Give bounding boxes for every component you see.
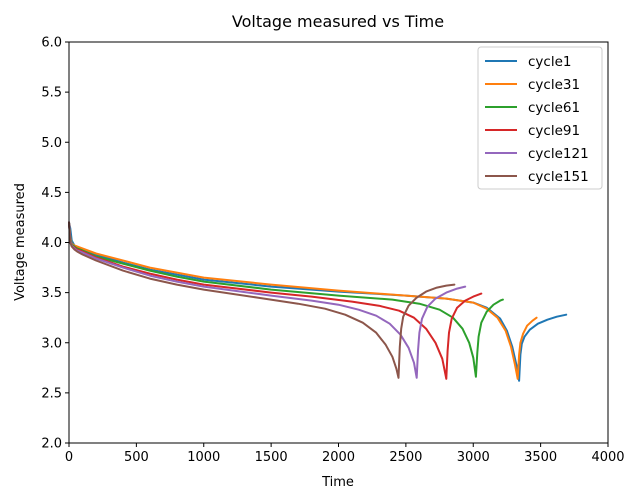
y-axis-ticks: 2.0 2.5 3.0 3.5 4.0 4.5 5.0 5.5 6.0 — [41, 36, 69, 452]
y-axis-label: Voltage measured — [13, 183, 28, 301]
x-tick-label: 1500 — [255, 450, 288, 465]
x-tick-label: 2500 — [389, 450, 422, 465]
series-line-cycle121 — [68, 221, 467, 379]
series-line-cycle61 — [68, 221, 504, 378]
y-tick-label: 2.5 — [41, 386, 62, 401]
y-tick-label: 4.0 — [41, 236, 62, 251]
series-line-cycle31 — [68, 221, 538, 380]
legend-label-cycle91: cycle91 — [528, 123, 580, 139]
y-tick-label: 6.0 — [41, 36, 62, 51]
x-tick-label: 1000 — [187, 450, 220, 465]
x-axis-label: Time — [321, 475, 354, 490]
x-tick-label: 2000 — [322, 450, 355, 465]
x-tick-label: 0 — [65, 450, 73, 465]
legend-label-cycle1: cycle1 — [528, 54, 571, 70]
y-tick-label: 2.0 — [41, 437, 62, 452]
legend-label-cycle151: cycle151 — [528, 169, 589, 185]
series-layer — [68, 221, 568, 382]
x-tick-label: 3000 — [457, 450, 490, 465]
x-axis-ticks: 0 500 1000 1500 2000 2500 3000 3500 4000 — [65, 443, 625, 465]
x-tick-label: 4000 — [591, 450, 624, 465]
y-tick-label: 5.5 — [41, 86, 62, 101]
y-tick-label: 4.5 — [41, 186, 62, 201]
y-tick-label: 3.0 — [41, 336, 62, 351]
y-tick-label: 3.5 — [41, 286, 62, 301]
x-tick-label: 3500 — [524, 450, 557, 465]
legend-label-cycle31: cycle31 — [528, 77, 580, 93]
y-tick-label: 5.0 — [41, 136, 62, 151]
x-tick-label: 500 — [124, 450, 149, 465]
legend-label-cycle61: cycle61 — [528, 100, 580, 116]
legend-items: cycle1 cycle31 cycle61 cycle91 cycle121 cycle… — [485, 54, 589, 185]
legend-label-cycle121: cycle121 — [528, 146, 589, 162]
legend: cycle1 cycle31 cycle61 cycle91 cycle121 cycle… — [477, 46, 603, 190]
series-line-cycle151 — [68, 221, 456, 379]
chart-title: Voltage measured vs Time — [232, 12, 444, 31]
